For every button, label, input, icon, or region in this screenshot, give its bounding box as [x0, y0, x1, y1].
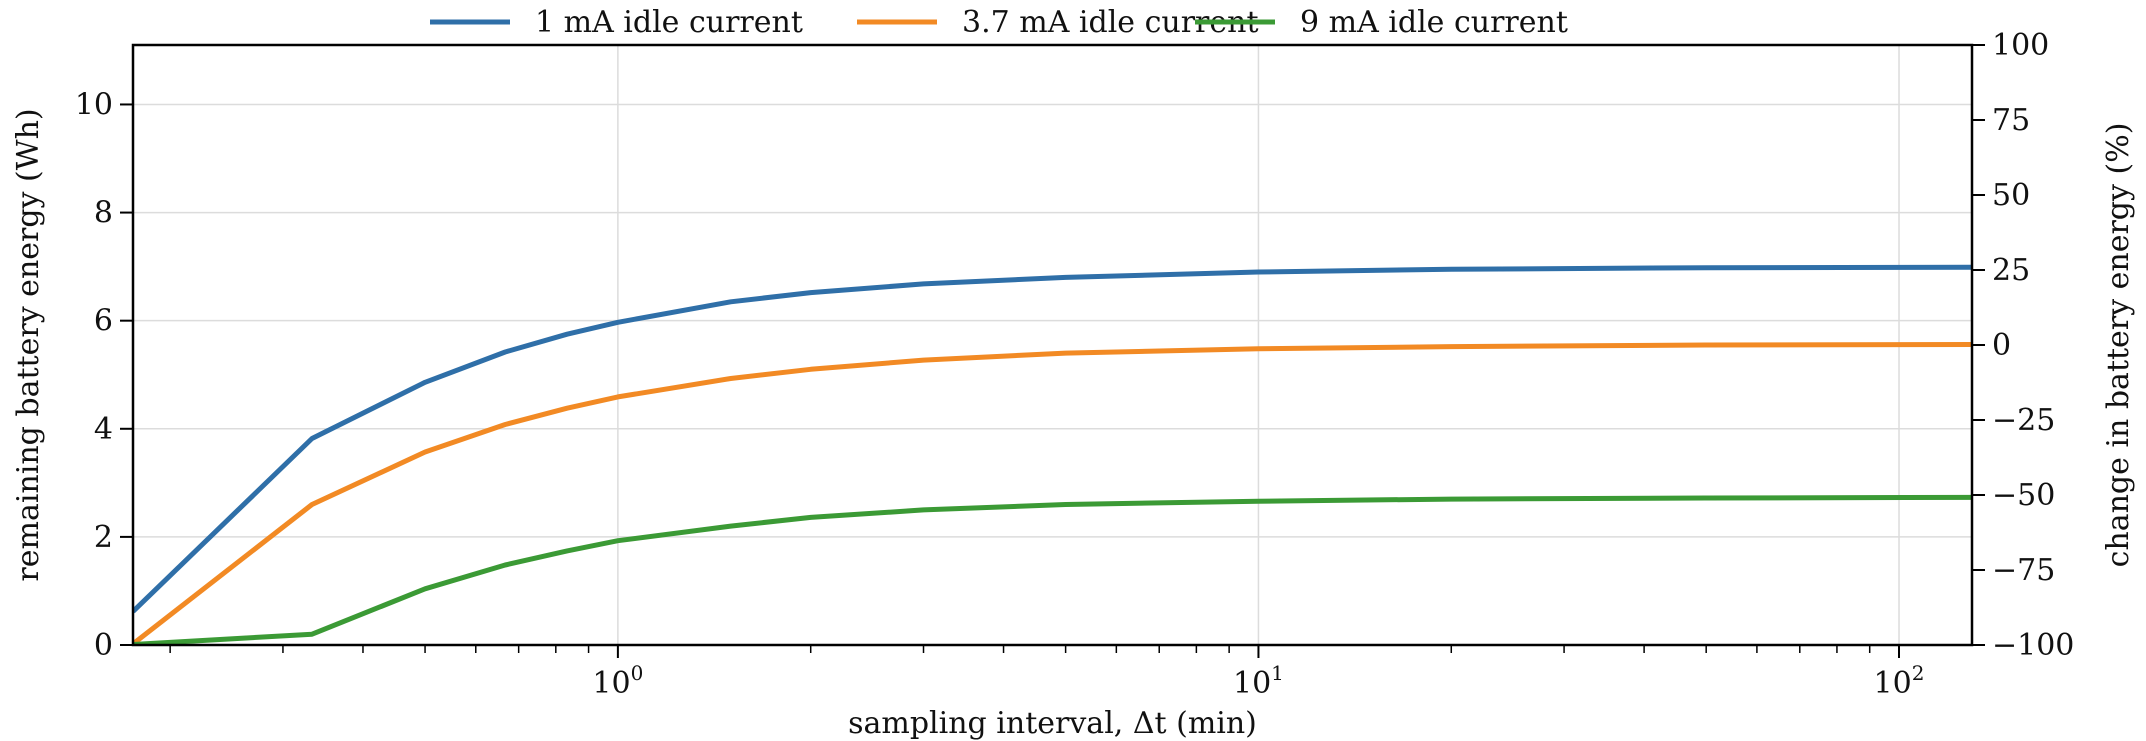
y2-tick-label: 75 [1992, 103, 2030, 138]
grid-lines [133, 45, 1972, 645]
y2-tick-label: 0 [1992, 328, 2011, 363]
y2-axis-ticks: −100 −75 −50 −25 0 25 50 75 100 [1972, 28, 2074, 663]
y2-tick-label: −50 [1992, 478, 2055, 513]
y-tick-label: 4 [94, 412, 113, 447]
y2-tick-label: 50 [1992, 178, 2030, 213]
y2-tick-label: −100 [1992, 628, 2074, 663]
y2-tick-label: −25 [1992, 403, 2055, 438]
y2-tick-label: 25 [1992, 253, 2030, 288]
series-line-1 [133, 264, 1972, 614]
legend: 1 mA idle current 3.7 mA idle current 9 mA… [430, 5, 1568, 40]
series-line-3 [133, 494, 1972, 645]
y-axis-ticks: 0 2 4 6 8 10 [75, 87, 133, 663]
y-tick-label: 0 [94, 628, 113, 663]
x-tick-label: 102 [1874, 661, 1925, 701]
y-tick-label: 10 [75, 87, 113, 122]
x-axis-label: sampling interval, Δt (min) [848, 706, 1257, 741]
y-tick-label: 6 [94, 304, 113, 339]
y2-axis-label: change in battery energy (%) [2101, 123, 2136, 568]
series-lines [133, 264, 1972, 645]
legend-label-3: 9 mA idle current [1300, 5, 1568, 40]
y-axis-label: remaining battery energy (Wh) [11, 108, 46, 581]
x-axis-ticks: 100 101 102 [169, 645, 1925, 701]
y-tick-label: 2 [94, 520, 113, 555]
y2-tick-label: 100 [1992, 28, 2049, 63]
legend-label-1: 1 mA idle current [535, 5, 803, 40]
y2-tick-label: −75 [1992, 553, 2055, 588]
series-line-2 [133, 342, 1972, 645]
y-tick-label: 8 [94, 196, 113, 231]
x-tick-label: 101 [1233, 661, 1284, 701]
x-tick-label: 100 [592, 661, 643, 701]
